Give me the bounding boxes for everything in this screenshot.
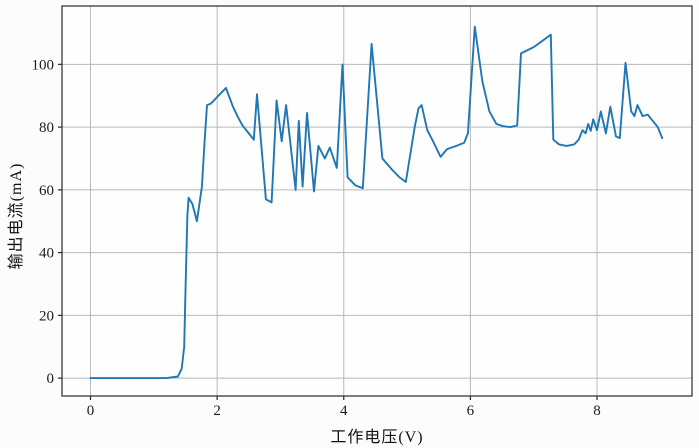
y-tick-label: 80 bbox=[39, 120, 54, 136]
x-tick-label: 4 bbox=[340, 403, 348, 419]
y-tick-label: 40 bbox=[39, 246, 54, 262]
x-axis-label: 工作电压(V) bbox=[330, 429, 424, 446]
plot-frame bbox=[61, 5, 693, 397]
x-tick-label: 0 bbox=[87, 403, 95, 419]
x-tick-label: 2 bbox=[213, 403, 221, 419]
y-tick-label: 60 bbox=[39, 183, 54, 199]
x-tick-label: 8 bbox=[593, 403, 601, 419]
y-tick-label: 100 bbox=[32, 57, 55, 73]
plot-area bbox=[62, 6, 692, 396]
y-tick-label: 20 bbox=[39, 308, 54, 324]
y-tick-label: 0 bbox=[47, 371, 55, 387]
y-axis-label: 输出电流(mA) bbox=[8, 162, 25, 270]
data-series-line bbox=[89, 25, 664, 380]
x-tick-label: 6 bbox=[467, 403, 475, 419]
